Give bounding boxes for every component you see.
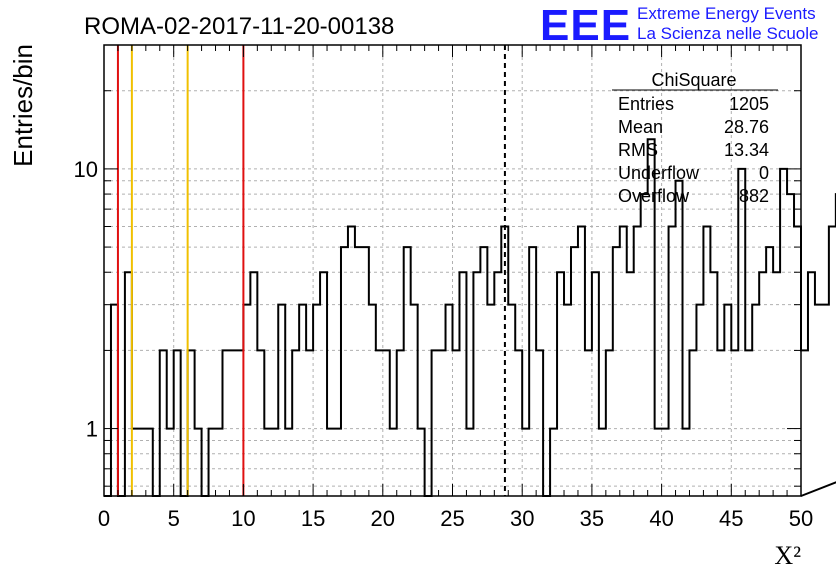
stats-value-rms: 13.34: [724, 140, 769, 160]
stats-title: ChiSquare: [651, 70, 736, 90]
x-tick-label: 35: [580, 506, 604, 531]
y-axis-label: Entries/bin: [8, 44, 38, 167]
x-tick-label: 25: [440, 506, 464, 531]
x-tick-label: 30: [510, 506, 534, 531]
histogram-series: [104, 138, 836, 497]
x-tick-label: 45: [719, 506, 743, 531]
x-tick-label: 15: [301, 506, 325, 531]
run-title: ROMA-02-2017-11-20-00138: [84, 13, 394, 40]
axis-ticks: [103, 44, 802, 496]
logo-line-1: Extreme Energy Events: [637, 4, 816, 23]
marker-lines: [116, 45, 506, 496]
x-tick-label: 40: [649, 506, 673, 531]
stats-box: ChiSquare Entries 1205 Mean 28.76 RMS 13…: [612, 70, 778, 206]
x-axis-label: X²: [774, 541, 801, 570]
y-tick-label: 1: [86, 417, 98, 442]
stats-label-rms: RMS: [618, 140, 658, 160]
x-tick-label: 10: [231, 506, 255, 531]
stats-value-overflow: 882: [739, 186, 769, 206]
stats-value-mean: 28.76: [724, 117, 769, 137]
eee-logo: EEE: [540, 1, 631, 50]
stats-value-entries: 1205: [729, 94, 769, 114]
stats-value-underflow: 0: [759, 163, 769, 183]
x-tick-label: 5: [168, 506, 180, 531]
stats-label-entries: Entries: [618, 94, 674, 114]
x-tick-label: 20: [371, 506, 395, 531]
histogram-outline: [104, 138, 836, 497]
logo-line-2: La Scienza nelle Scuole: [637, 24, 818, 43]
x-tick-label: 0: [98, 506, 110, 531]
y-tick-label: 10: [74, 157, 98, 182]
x-tick-label: 50: [789, 506, 813, 531]
tick-labels: 0 5 10 15 20 25 30 35 40 45 50 1 10: [74, 157, 814, 531]
stats-label-underflow: Underflow: [618, 163, 700, 183]
stats-label-mean: Mean: [618, 117, 663, 137]
stats-label-overflow: Overflow: [618, 186, 690, 206]
